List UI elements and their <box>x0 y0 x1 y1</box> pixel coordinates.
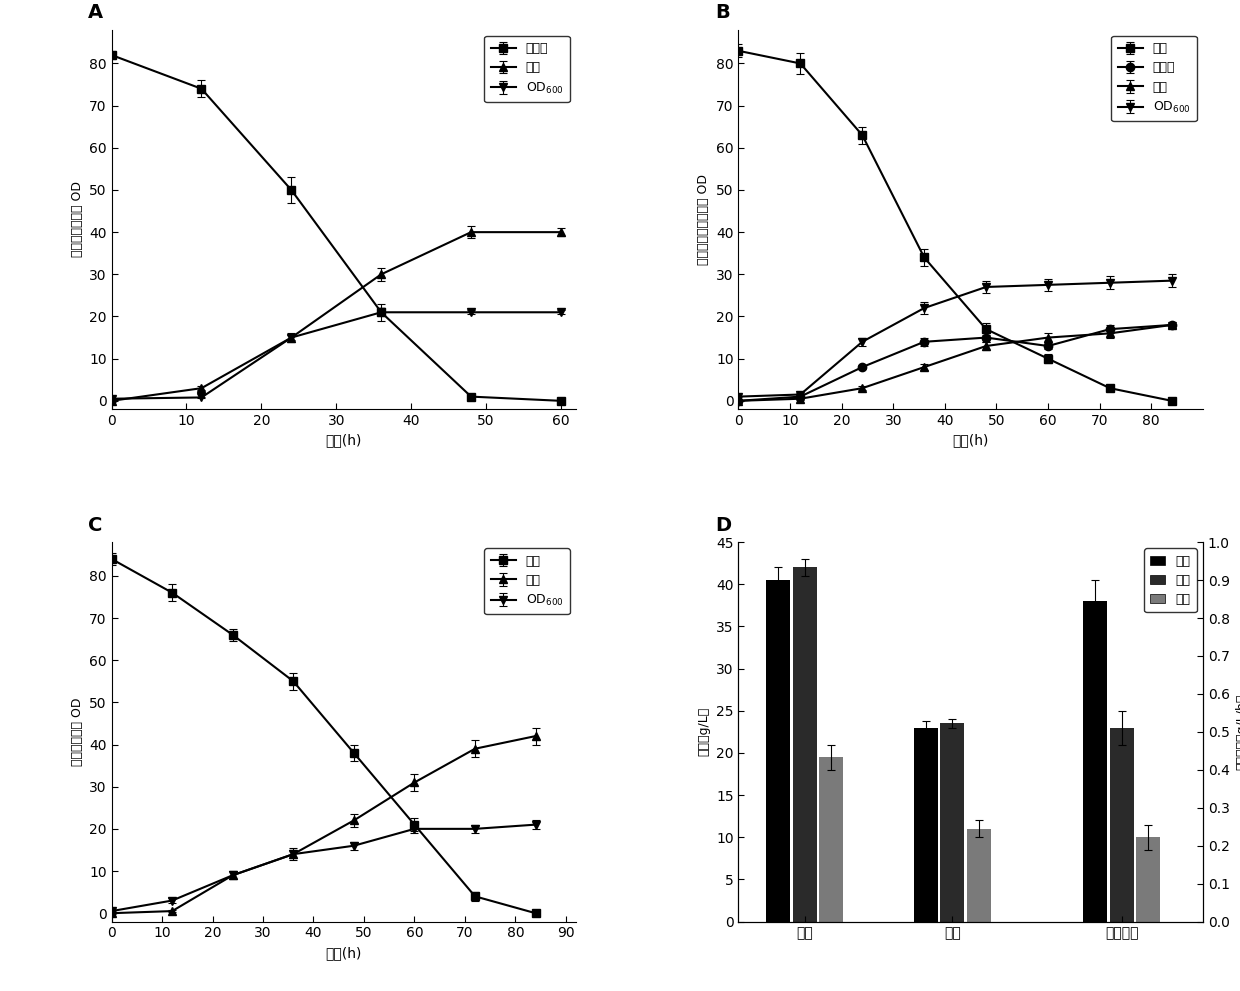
Text: D: D <box>715 515 732 534</box>
Bar <box>1084 602 1107 922</box>
Bar <box>766 580 790 922</box>
X-axis label: 时间(h): 时间(h) <box>326 434 362 448</box>
X-axis label: 时间(h): 时间(h) <box>952 434 988 448</box>
Bar <box>1136 837 1161 922</box>
Bar <box>820 757 843 922</box>
Legend: 果糖, 甘油, OD$_{600}$: 果糖, 甘油, OD$_{600}$ <box>485 548 569 614</box>
Y-axis label: 果糖、甘油和 OD: 果糖、甘油和 OD <box>71 698 83 766</box>
Text: B: B <box>715 3 730 22</box>
X-axis label: 时间(h): 时间(h) <box>326 946 362 960</box>
Y-axis label: 产量（g/L）: 产量（g/L） <box>697 708 711 756</box>
Legend: 木糖, 木糖醇, 甘油, OD$_{600}$: 木糖, 木糖醇, 甘油, OD$_{600}$ <box>1111 36 1197 121</box>
Bar <box>914 727 937 922</box>
Y-axis label: 木糖、木糖醇甘油和 OD: 木糖、木糖醇甘油和 OD <box>697 174 711 265</box>
Bar <box>940 723 965 922</box>
Legend: 果糖, 甘油, 木糖: 果糖, 甘油, 木糖 <box>1145 548 1197 612</box>
Y-axis label: 生产速率（g/L/h）: 生产速率（g/L/h） <box>1235 694 1240 770</box>
Bar <box>792 568 817 922</box>
Legend: 葡萄糖, 甘油, OD$_{600}$: 葡萄糖, 甘油, OD$_{600}$ <box>485 36 569 102</box>
Y-axis label: 葡萄糖、甘油和 OD: 葡萄糖、甘油和 OD <box>71 181 83 258</box>
Text: C: C <box>88 515 103 534</box>
Bar <box>1110 727 1133 922</box>
Text: A: A <box>88 3 103 22</box>
Bar <box>967 828 991 922</box>
